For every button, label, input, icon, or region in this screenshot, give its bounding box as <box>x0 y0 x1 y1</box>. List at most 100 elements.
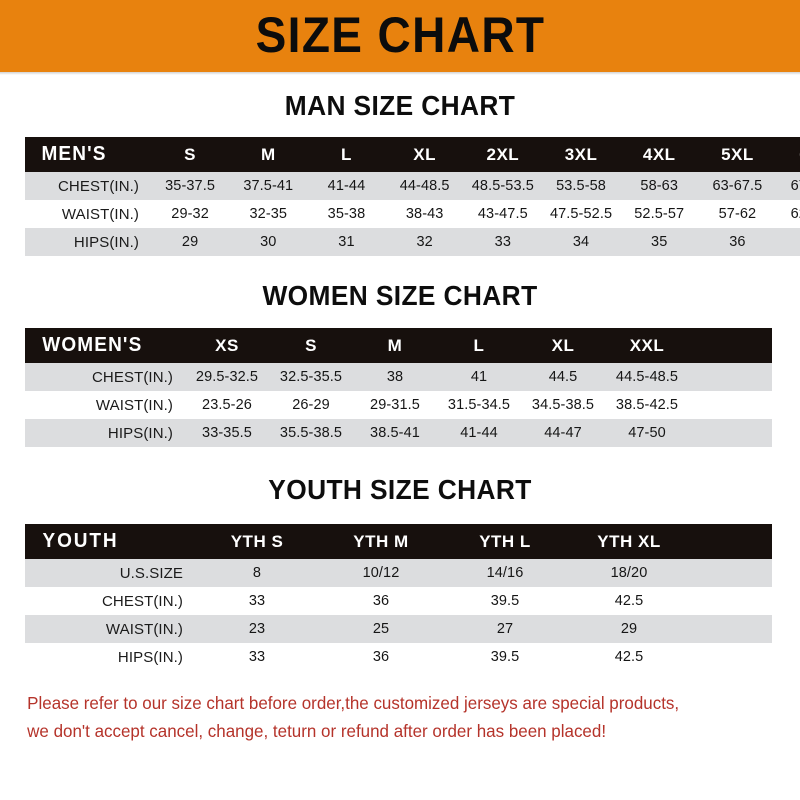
women-hips-xs: 33-35.5 <box>185 419 269 447</box>
man-col-header-2xl: 2XL <box>486 144 520 164</box>
women-section-title: WOMEN SIZE CHART <box>262 280 538 311</box>
youth-waist-yth-m: 25 <box>319 615 443 643</box>
man-hips-3xl: 34 <box>541 228 621 256</box>
man-chest-2xl: 48.5-53.5 <box>463 172 542 200</box>
women-size-chart-table: WOMEN'S XS S M L XL XXL CHEST(IN.) 29.5-… <box>25 328 772 447</box>
man-col-header-5xl: 5XL <box>721 144 754 164</box>
man-hips-s: 29 <box>151 228 230 256</box>
order-policy-note: Please refer to our size chart before or… <box>27 693 680 741</box>
women-waist-xl: 34.5-38.5 <box>521 391 605 419</box>
women-col-header-xl: XL <box>551 335 575 355</box>
women-chest-spacer <box>689 363 772 391</box>
women-hips-spacer <box>689 419 772 447</box>
man-chest-4xl: 58-63 <box>620 172 699 200</box>
man-waist-l: 35-38 <box>307 200 386 228</box>
table-row: CHEST(IN.) 35-37.5 37.5-41 41-44 44-48.5… <box>25 172 800 200</box>
man-chest-l: 41-44 <box>307 172 386 200</box>
youth-waist-yth-s: 23 <box>195 615 319 643</box>
man-hips-2xl: 33 <box>463 228 542 256</box>
youth-ussize-yth-m: 10/12 <box>319 559 443 587</box>
women-chest-xxl: 44.5-48.5 <box>605 363 689 391</box>
banner-shadow <box>0 72 800 75</box>
page-title: SIZE CHART <box>255 7 545 63</box>
man-hips-label: HIPS(IN.) <box>25 228 151 256</box>
man-waist-s: 29-32 <box>151 200 230 228</box>
man-col-header-3xl: 3XL <box>564 144 598 164</box>
man-col-header-xl: XL <box>413 144 437 164</box>
women-waist-label: WAIST(IN.) <box>25 391 185 419</box>
table-row: HIPS(IN.) 33 36 39.5 42.5 <box>25 643 772 671</box>
youth-ussize-yth-l: 14/16 <box>443 559 567 587</box>
man-hips-l: 31 <box>307 228 386 256</box>
youth-table-body: U.S.SIZE 8 10/12 14/16 18/20 CHEST(IN.) … <box>25 559 772 671</box>
women-hips-s: 35.5-38.5 <box>269 419 353 447</box>
women-col-header-xxl: XXL <box>629 335 665 355</box>
table-row: WAIST(IN.) 23 25 27 29 <box>25 615 772 643</box>
man-size-chart-table: MEN'S S M L XL 2XL 3XL 4XL 5XL 6XL CHEST… <box>25 137 800 256</box>
man-waist-6xl: 62-66.5 <box>776 200 800 228</box>
man-chest-6xl: 67.5-72 <box>776 172 800 200</box>
man-waist-label: WAIST(IN.) <box>25 200 151 228</box>
women-col-header-l: L <box>473 335 485 355</box>
man-waist-5xl: 57-62 <box>698 200 777 228</box>
youth-waist-label: WAIST(IN.) <box>25 615 195 643</box>
youth-waist-yth-l: 27 <box>443 615 567 643</box>
women-waist-l: 31.5-34.5 <box>437 391 521 419</box>
women-col-header-spacer <box>689 328 772 363</box>
man-chest-3xl: 53.5-58 <box>541 172 621 200</box>
youth-ussize-spacer <box>691 559 772 587</box>
youth-col-header-yth-m: YTH M <box>353 531 409 551</box>
man-header-row: MEN'S S M L XL 2XL 3XL 4XL 5XL 6XL <box>25 137 800 172</box>
women-hips-xxl: 47-50 <box>605 419 689 447</box>
table-row: HIPS(IN.) 29 30 31 32 33 34 35 36 37 <box>25 228 800 256</box>
man-col-header-s: S <box>184 144 197 164</box>
women-chest-xl: 44.5 <box>521 363 605 391</box>
table-row: CHEST(IN.) 33 36 39.5 42.5 <box>25 587 772 615</box>
man-table-body: CHEST(IN.) 35-37.5 37.5-41 41-44 44-48.5… <box>25 172 800 256</box>
women-col-header-s: S <box>305 335 317 355</box>
youth-chest-yth-m: 36 <box>319 587 443 615</box>
man-hips-xl: 32 <box>385 228 464 256</box>
women-waist-spacer <box>689 391 772 419</box>
man-hips-m: 30 <box>229 228 308 256</box>
youth-col-header-yth-xl: YTH XL <box>597 531 661 551</box>
women-hips-m: 38.5-41 <box>353 419 437 447</box>
youth-col-header-yth-l: YTH L <box>479 531 531 551</box>
man-table-head: MEN'S S M L XL 2XL 3XL 4XL 5XL 6XL <box>25 137 800 172</box>
youth-header-row: YOUTH YTH S YTH M YTH L YTH XL <box>25 524 772 559</box>
women-table-body: CHEST(IN.) 29.5-32.5 32.5-35.5 38 41 44.… <box>25 363 772 447</box>
youth-col-header-yth-s: YTH S <box>230 531 284 551</box>
youth-section-title: YOUTH SIZE CHART <box>268 474 532 505</box>
youth-hips-yth-s: 33 <box>195 643 319 671</box>
women-hips-l: 41-44 <box>437 419 521 447</box>
table-row: CHEST(IN.) 29.5-32.5 32.5-35.5 38 41 44.… <box>25 363 772 391</box>
man-hips-6xl: 37 <box>776 228 800 256</box>
man-chest-5xl: 63-67.5 <box>698 172 777 200</box>
table-row: WAIST(IN.) 29-32 32-35 35-38 38-43 43-47… <box>25 200 800 228</box>
women-col-header-m: M <box>387 335 403 355</box>
women-waist-xxl: 38.5-42.5 <box>605 391 689 419</box>
women-col-header-xs: XS <box>215 335 239 355</box>
man-waist-3xl: 47.5-52.5 <box>541 200 621 228</box>
youth-hips-yth-l: 39.5 <box>443 643 567 671</box>
man-hips-5xl: 36 <box>698 228 777 256</box>
youth-size-chart-table: YOUTH YTH S YTH M YTH L YTH XL U.S.SIZE … <box>25 524 772 671</box>
man-col-header-6xl: 6XL <box>777 137 800 172</box>
man-row-header-label: MEN'S <box>41 143 107 165</box>
youth-hips-yth-xl: 42.5 <box>567 643 691 671</box>
youth-hips-label: HIPS(IN.) <box>25 643 195 671</box>
man-waist-2xl: 43-47.5 <box>463 200 542 228</box>
man-chest-xl: 44-48.5 <box>385 172 464 200</box>
man-chest-s: 35-37.5 <box>151 172 230 200</box>
youth-hips-yth-m: 36 <box>319 643 443 671</box>
women-chest-xs: 29.5-32.5 <box>185 363 269 391</box>
table-row: WAIST(IN.) 23.5-26 26-29 29-31.5 31.5-34… <box>25 391 772 419</box>
women-chest-m: 38 <box>353 363 437 391</box>
man-col-header-4xl: 4XL <box>642 144 676 164</box>
youth-waist-yth-xl: 29 <box>567 615 691 643</box>
women-chest-l: 41 <box>437 363 521 391</box>
table-row: U.S.SIZE 8 10/12 14/16 18/20 <box>25 559 772 587</box>
man-waist-xl: 38-43 <box>385 200 464 228</box>
man-chest-label: CHEST(IN.) <box>25 172 151 200</box>
table-row: HIPS(IN.) 33-35.5 35.5-38.5 38.5-41 41-4… <box>25 419 772 447</box>
